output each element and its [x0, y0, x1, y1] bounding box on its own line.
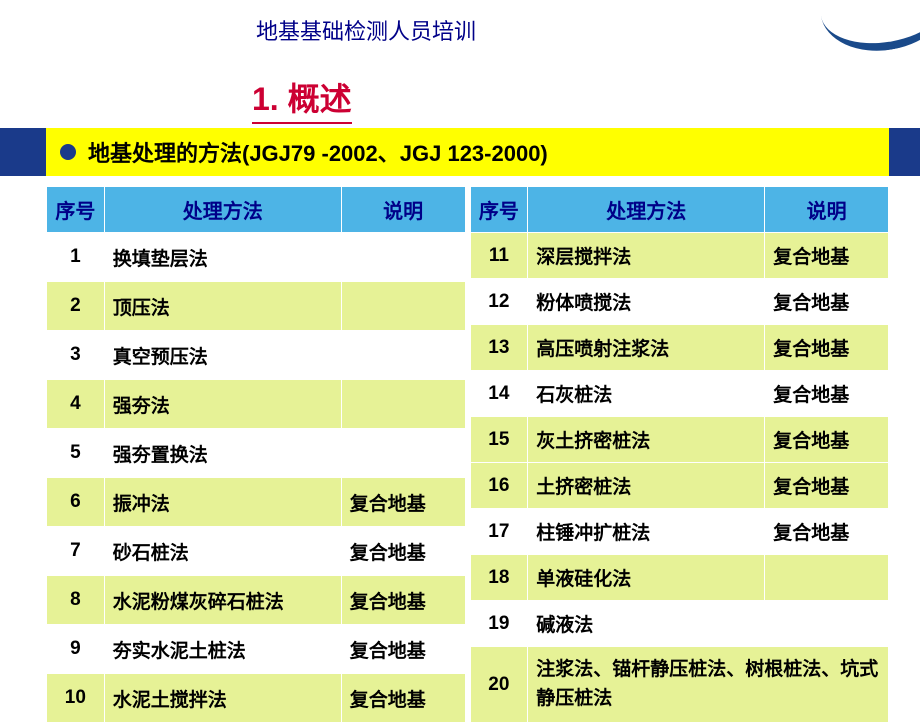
- cell-num: 19: [470, 601, 528, 647]
- cell-num: 8: [47, 576, 105, 625]
- header-desc: 说明: [341, 187, 465, 233]
- header-num: 序号: [47, 187, 105, 233]
- cell-method: 强夯法: [104, 380, 341, 429]
- cell-desc: [765, 601, 889, 647]
- cell-method: 顶压法: [104, 282, 341, 331]
- cell-num: 7: [47, 527, 105, 576]
- cell-desc: 复合地基: [341, 478, 465, 527]
- section-label: 概述: [288, 81, 352, 117]
- table-row: 2顶压法: [47, 282, 466, 331]
- cell-num: 14: [470, 371, 528, 417]
- cell-method: 石灰桩法: [528, 371, 765, 417]
- cell-merged: 注浆法、锚杆静压桩法、树根桩法、坑式静压桩法: [528, 647, 889, 723]
- header-method: 处理方法: [104, 187, 341, 233]
- subtitle-text: 地基处理的方法(JGJ79 -2002、JGJ 123-2000): [88, 136, 548, 168]
- section-title: 1. 概述: [252, 74, 352, 124]
- table-header-row: 序号 处理方法 说明: [47, 187, 466, 233]
- cell-num: 15: [470, 417, 528, 463]
- cell-num: 20: [470, 647, 528, 723]
- cell-method: 水泥土搅拌法: [104, 674, 341, 723]
- cell-method: 夯实水泥土桩法: [104, 625, 341, 674]
- table-row: 13高压喷射注浆法复合地基: [470, 325, 889, 371]
- cell-num: 2: [47, 282, 105, 331]
- table-row: 20注浆法、锚杆静压桩法、树根桩法、坑式静压桩法: [470, 647, 889, 723]
- table-row: 3真空预压法: [47, 331, 466, 380]
- table-row: 16土挤密桩法复合地基: [470, 463, 889, 509]
- subtitle-bar: 地基处理的方法(JGJ79 -2002、JGJ 123-2000): [46, 128, 889, 176]
- left-table: 序号 处理方法 说明 1换填垫层法2顶压法3真空预压法4强夯法5强夯置换法6振冲…: [46, 186, 466, 723]
- table-row: 9夯实水泥土桩法复合地基: [47, 625, 466, 674]
- cell-num: 11: [470, 233, 528, 279]
- cell-desc: 复合地基: [341, 576, 465, 625]
- cell-method: 粉体喷搅法: [528, 279, 765, 325]
- cell-num: 4: [47, 380, 105, 429]
- table-row: 6振冲法复合地基: [47, 478, 466, 527]
- table-row: 18单液硅化法: [470, 555, 889, 601]
- header-num: 序号: [470, 187, 528, 233]
- cell-num: 1: [47, 233, 105, 282]
- cell-method: 单液硅化法: [528, 555, 765, 601]
- table-row: 8水泥粉煤灰碎石桩法复合地基: [47, 576, 466, 625]
- cell-desc: 复合地基: [765, 325, 889, 371]
- cell-desc: 复合地基: [765, 233, 889, 279]
- cell-desc: 复合地基: [765, 279, 889, 325]
- header-method: 处理方法: [528, 187, 765, 233]
- logo-arc: [813, 0, 920, 61]
- cell-method: 真空预压法: [104, 331, 341, 380]
- cell-method: 深层搅拌法: [528, 233, 765, 279]
- cell-method: 振冲法: [104, 478, 341, 527]
- cell-desc: [765, 555, 889, 601]
- cell-method: 碱液法: [528, 601, 765, 647]
- cell-desc: 复合地基: [765, 417, 889, 463]
- cell-desc: [341, 331, 465, 380]
- table-row: 1换填垫层法: [47, 233, 466, 282]
- table-row: 12粉体喷搅法复合地基: [470, 279, 889, 325]
- cell-desc: 复合地基: [341, 625, 465, 674]
- bullet-icon: [60, 144, 76, 160]
- cell-desc: [341, 429, 465, 478]
- section-number: 1.: [252, 81, 279, 117]
- header-desc: 说明: [765, 187, 889, 233]
- cell-num: 9: [47, 625, 105, 674]
- table-row: 19碱液法: [470, 601, 889, 647]
- cell-method: 换填垫层法: [104, 233, 341, 282]
- cell-num: 5: [47, 429, 105, 478]
- table-row: 4强夯法: [47, 380, 466, 429]
- cell-desc: 复合地基: [765, 463, 889, 509]
- cell-method: 强夯置换法: [104, 429, 341, 478]
- table-row: 11深层搅拌法复合地基: [470, 233, 889, 279]
- table-row: 5强夯置换法: [47, 429, 466, 478]
- table-container: 序号 处理方法 说明 1换填垫层法2顶压法3真空预压法4强夯法5强夯置换法6振冲…: [46, 186, 889, 723]
- cell-desc: 复合地基: [341, 674, 465, 723]
- table-row: 17柱锤冲扩桩法复合地基: [470, 509, 889, 555]
- cell-desc: 复合地基: [341, 527, 465, 576]
- cell-num: 13: [470, 325, 528, 371]
- cell-desc: [341, 233, 465, 282]
- table-row: 14石灰桩法复合地基: [470, 371, 889, 417]
- cell-method: 柱锤冲扩桩法: [528, 509, 765, 555]
- cell-method: 水泥粉煤灰碎石桩法: [104, 576, 341, 625]
- cell-num: 17: [470, 509, 528, 555]
- right-table: 序号 处理方法 说明 11深层搅拌法复合地基12粉体喷搅法复合地基13高压喷射注…: [470, 186, 890, 723]
- cell-num: 18: [470, 555, 528, 601]
- cell-num: 12: [470, 279, 528, 325]
- table-row: 10水泥土搅拌法复合地基: [47, 674, 466, 723]
- cell-method: 砂石桩法: [104, 527, 341, 576]
- cell-desc: [341, 380, 465, 429]
- cell-method: 土挤密桩法: [528, 463, 765, 509]
- cell-desc: [341, 282, 465, 331]
- cell-num: 3: [47, 331, 105, 380]
- table-row: 7砂石桩法复合地基: [47, 527, 466, 576]
- table-row: 15灰土挤密桩法复合地基: [470, 417, 889, 463]
- cell-desc: 复合地基: [765, 371, 889, 417]
- cell-num: 10: [47, 674, 105, 723]
- cell-num: 16: [470, 463, 528, 509]
- cell-method: 高压喷射注浆法: [528, 325, 765, 371]
- table-header-row: 序号 处理方法 说明: [470, 187, 889, 233]
- page-header-title: 地基基础检测人员培训: [256, 14, 476, 46]
- cell-desc: 复合地基: [765, 509, 889, 555]
- cell-method: 灰土挤密桩法: [528, 417, 765, 463]
- cell-num: 6: [47, 478, 105, 527]
